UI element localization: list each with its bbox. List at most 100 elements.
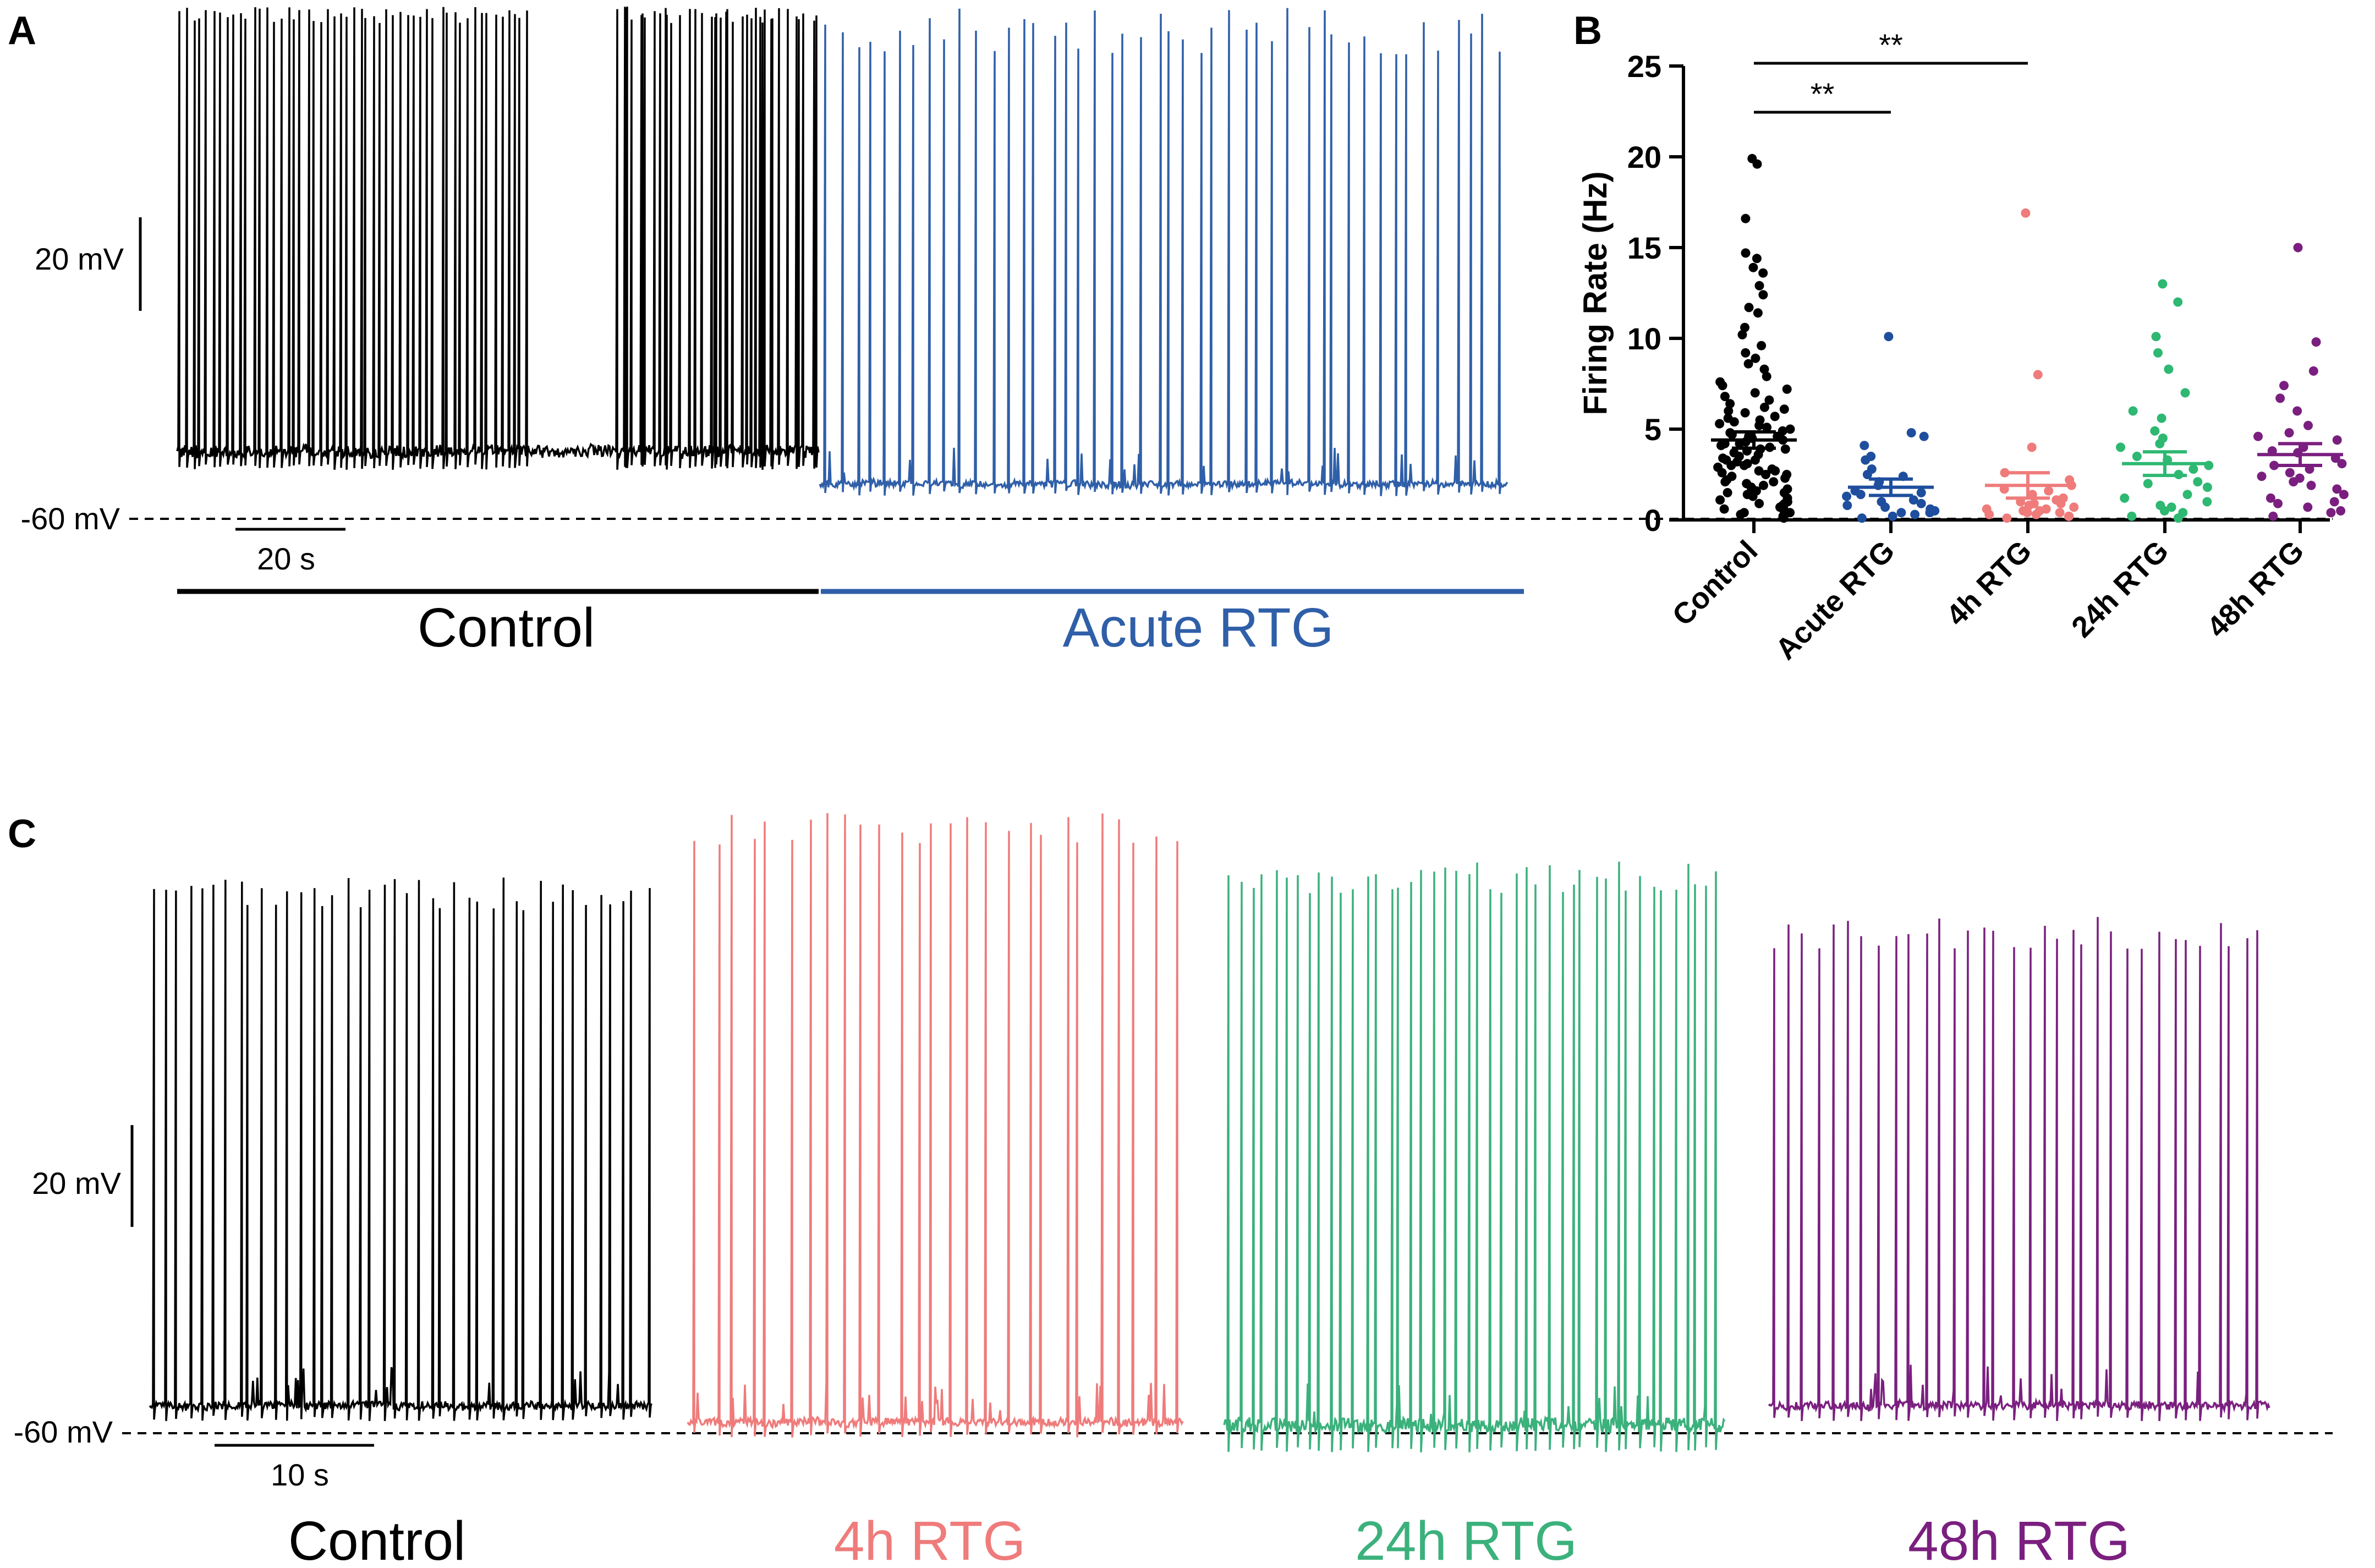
b-data-point xyxy=(2157,413,2166,423)
b-data-point xyxy=(2275,393,2285,403)
b-data-point xyxy=(1720,477,1730,487)
b-data-point xyxy=(1720,392,1730,402)
b-data-point xyxy=(2143,479,2153,489)
b-data-point xyxy=(1754,281,1764,290)
c-48h-rtg-label: 48h RTG xyxy=(1908,1510,2130,1568)
b-data-point xyxy=(2188,464,2198,474)
b-data-point xyxy=(1769,477,1779,487)
b-data-point xyxy=(1916,498,1926,508)
b-data-point xyxy=(1762,371,1771,381)
b-data-point xyxy=(1726,460,1736,470)
a-control-label: Control xyxy=(418,597,595,659)
b-data-point xyxy=(1762,423,1771,432)
b-data-point xyxy=(2202,483,2212,492)
b-significance-label: ** xyxy=(1811,76,1835,111)
b-data-point xyxy=(1750,388,1760,398)
b-data-point xyxy=(1758,268,1768,278)
b-data-point xyxy=(1751,353,1760,363)
b-data-point xyxy=(1715,495,1725,505)
b-data-point xyxy=(2128,406,2138,416)
b-data-point xyxy=(1908,495,1918,505)
b-data-point xyxy=(1723,488,1732,497)
c-voltage-scale-label: 20 mV xyxy=(32,1166,121,1200)
b-data-point xyxy=(1925,508,1935,518)
b-significance-label: ** xyxy=(1879,28,1903,62)
c-4h-rtg-voltage-trace xyxy=(687,813,1184,1438)
b-data-point xyxy=(1770,412,1780,421)
b-data-point xyxy=(1888,511,1897,521)
c-48h-rtg-voltage-trace xyxy=(1768,917,2270,1422)
b-data-point xyxy=(2055,508,2065,518)
b-data-point xyxy=(1880,502,1890,512)
b-data-point xyxy=(1748,262,1758,272)
b-data-point xyxy=(1910,509,1920,519)
c-control-label: Control xyxy=(288,1510,465,1568)
b-data-point xyxy=(2155,501,2165,511)
b-data-point xyxy=(1715,419,1725,429)
b-data-point xyxy=(2044,486,2054,496)
b-data-point xyxy=(1906,428,1916,438)
b-data-point xyxy=(1740,408,1750,418)
a-baseline-label: -60 mV xyxy=(21,501,120,536)
b-data-point xyxy=(1856,490,1866,500)
b-data-point xyxy=(1758,290,1768,300)
b-data-point xyxy=(2116,442,2125,452)
b-data-point xyxy=(1719,504,1729,514)
b-data-point xyxy=(2332,484,2342,494)
b-data-point xyxy=(2002,513,2012,523)
b-data-point xyxy=(2027,442,2037,452)
b-data-point xyxy=(1862,470,1872,479)
a-time-scale-label: 20 s xyxy=(257,541,315,576)
b-data-point xyxy=(1716,441,1726,451)
b-data-point xyxy=(2173,513,2183,523)
b-data-point xyxy=(1896,508,1906,518)
b-data-point xyxy=(2132,452,2142,461)
b-data-point xyxy=(2031,509,2041,519)
b-data-point xyxy=(1759,480,1768,490)
b-data-point xyxy=(1759,402,1769,412)
b-y-tick-label: 25 xyxy=(1627,49,1661,84)
b-data-point xyxy=(2151,332,2161,342)
b-data-point xyxy=(1748,491,1758,501)
b-data-point xyxy=(2064,511,2074,521)
c-24h-rtg-label: 24h RTG xyxy=(1355,1510,1577,1568)
b-data-point xyxy=(2257,472,2267,481)
b-data-point xyxy=(1739,508,1749,518)
b-data-point xyxy=(1782,384,1792,394)
b-data-point xyxy=(1785,424,1795,434)
b-data-point xyxy=(1750,455,1760,465)
b-y-tick-label: 10 xyxy=(1627,321,1661,356)
b-data-point xyxy=(2273,498,2283,508)
b-data-point xyxy=(1754,498,1764,508)
b-data-point xyxy=(2303,420,2313,430)
b-data-point xyxy=(2292,406,2302,416)
b-data-point xyxy=(1780,498,1790,508)
b-data-point xyxy=(2182,490,2192,500)
b-data-point xyxy=(1725,399,1735,409)
b-data-point xyxy=(2336,506,2346,516)
b-data-point xyxy=(2284,428,2294,438)
b-data-point xyxy=(1757,341,1767,350)
b-data-point xyxy=(2326,508,2336,518)
b-data-point xyxy=(2173,297,2183,307)
b-data-point xyxy=(2180,388,2190,398)
b-data-point xyxy=(1982,504,1992,514)
b-y-tick-label: 20 xyxy=(1627,140,1661,174)
b-data-point xyxy=(1779,513,1789,523)
b-data-point xyxy=(2155,438,2165,448)
b-data-point xyxy=(2153,348,2163,358)
b-y-tick-label: 0 xyxy=(1644,503,1661,538)
b-data-point xyxy=(2266,493,2275,503)
a-acute-rtg-label: Acute RTG xyxy=(1063,597,1334,659)
b-data-point xyxy=(2000,468,2010,478)
b-data-point xyxy=(2308,366,2318,376)
b-data-point xyxy=(2193,477,2203,487)
b-data-point xyxy=(2339,490,2349,500)
b-data-point xyxy=(1764,395,1774,405)
b-data-point xyxy=(2311,337,2321,347)
b-y-tick-label: 15 xyxy=(1627,231,1661,265)
c-time-scale-label: 10 s xyxy=(271,1457,329,1492)
b-data-point xyxy=(2033,370,2043,380)
b-data-point xyxy=(1857,513,1867,523)
b-data-point xyxy=(1718,381,1727,391)
